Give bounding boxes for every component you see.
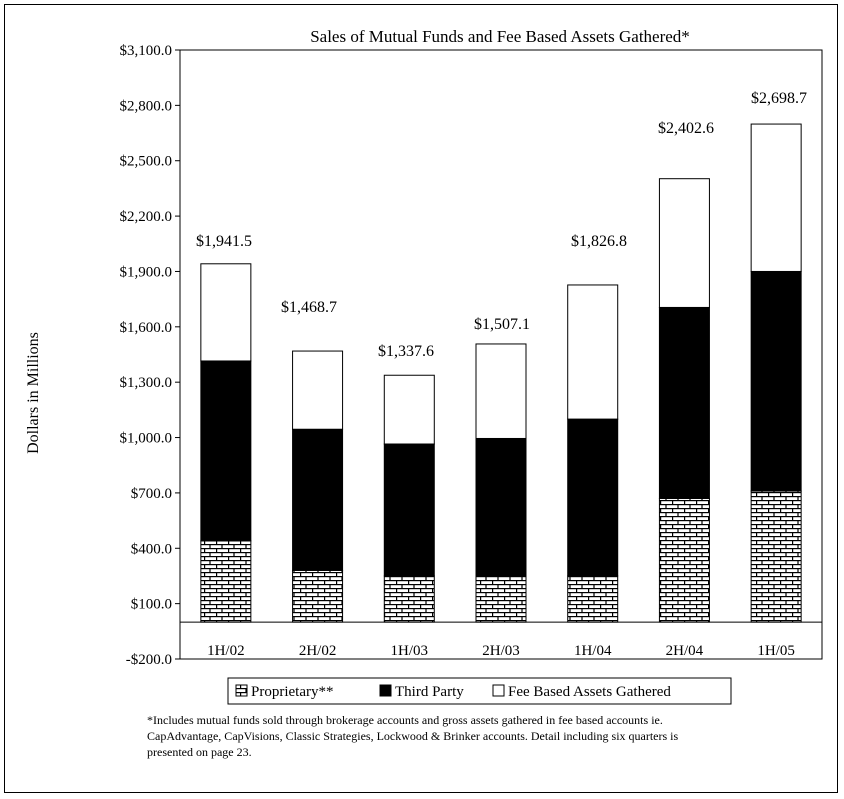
y-tick-label: $1,000.0 bbox=[120, 431, 173, 447]
legend-label: Proprietary** bbox=[251, 684, 333, 700]
bar-total-label: $1,507.1 bbox=[474, 316, 530, 333]
legend-label: Fee Based Assets Gathered bbox=[508, 684, 671, 700]
bar-segment-third-party bbox=[200, 360, 252, 542]
bar-segment-third-party bbox=[567, 418, 619, 577]
y-tick-label: $100.0 bbox=[131, 597, 172, 613]
y-tick-label: $400.0 bbox=[131, 541, 172, 557]
y-tick-label: $2,800.0 bbox=[120, 98, 173, 114]
plot-area: -$200.0 $100.0 $400.0 $700.0 $1,000.0 $1,300.… bbox=[120, 43, 823, 668]
bar-segment-proprietary bbox=[475, 575, 527, 623]
legend-swatch-proprietary bbox=[235, 684, 248, 697]
bar-segment-fee-based bbox=[750, 123, 802, 272]
x-tick-label: 1H/02 bbox=[207, 643, 245, 659]
y-tick-label: $3,100.0 bbox=[120, 43, 173, 59]
bar-segment-proprietary bbox=[200, 540, 252, 623]
bar-segment-fee-based bbox=[383, 374, 435, 445]
bar-total-label: $1,941.5 bbox=[196, 233, 252, 250]
bar-segment-fee-based bbox=[658, 178, 710, 308]
footnote: *Includes mutual funds sold through brok… bbox=[147, 713, 679, 759]
x-tick-label: 1H/05 bbox=[757, 643, 795, 659]
bar-total-label: $1,468.7 bbox=[281, 299, 337, 316]
y-axis-label: Dollars in Millions bbox=[25, 332, 42, 454]
bar-segment-proprietary bbox=[567, 575, 619, 623]
x-tick-label: 2H/03 bbox=[482, 643, 520, 659]
y-tick-label: $1,900.0 bbox=[120, 264, 173, 280]
bar-total-label: $2,402.6 bbox=[658, 120, 714, 137]
y-tick-label: $700.0 bbox=[131, 486, 172, 502]
x-tick-label: 1H/04 bbox=[574, 643, 612, 659]
bar-segment-third-party bbox=[750, 270, 802, 492]
bar-total-label: $1,826.8 bbox=[571, 233, 627, 250]
legend-swatch-fee-based bbox=[492, 684, 505, 697]
legend: Proprietary** Third Party Fee Based Assets… bbox=[227, 677, 732, 705]
bar-segment-third-party bbox=[383, 443, 435, 577]
legend-swatch-third-party bbox=[379, 684, 392, 697]
bar-segment-proprietary bbox=[292, 569, 344, 623]
y-tick-label: $2,200.0 bbox=[120, 209, 173, 225]
bar-segment-proprietary bbox=[383, 575, 435, 623]
x-tick-label: 2H/02 bbox=[299, 643, 337, 659]
bar-segment-third-party bbox=[292, 428, 344, 571]
y-tick-label: $1,300.0 bbox=[120, 375, 173, 391]
chart-title: Sales of Mutual Funds and Fee Based Asse… bbox=[310, 27, 690, 46]
bar-total-label: $1,337.6 bbox=[378, 343, 434, 360]
bar-segment-fee-based bbox=[567, 284, 619, 420]
y-tick-label: $1,600.0 bbox=[120, 320, 173, 336]
plot-border bbox=[179, 49, 823, 660]
x-tick-label: 2H/04 bbox=[666, 643, 704, 659]
x-tick-label: 1H/03 bbox=[391, 643, 429, 659]
bar-total-label: $2,698.7 bbox=[751, 90, 807, 107]
bar-segment-fee-based bbox=[475, 343, 527, 439]
bar-segment-proprietary bbox=[750, 490, 802, 623]
bar-segment-third-party bbox=[658, 306, 710, 499]
legend-box bbox=[227, 677, 732, 705]
bar-segment-third-party bbox=[475, 437, 527, 577]
legend-label: Third Party bbox=[395, 684, 464, 700]
y-tick-label: $2,500.0 bbox=[120, 154, 173, 170]
bar-segment-fee-based bbox=[200, 263, 252, 362]
bar-segment-fee-based bbox=[292, 350, 344, 430]
bar-segment-proprietary bbox=[658, 497, 710, 623]
y-tick-label: -$200.0 bbox=[126, 652, 172, 668]
